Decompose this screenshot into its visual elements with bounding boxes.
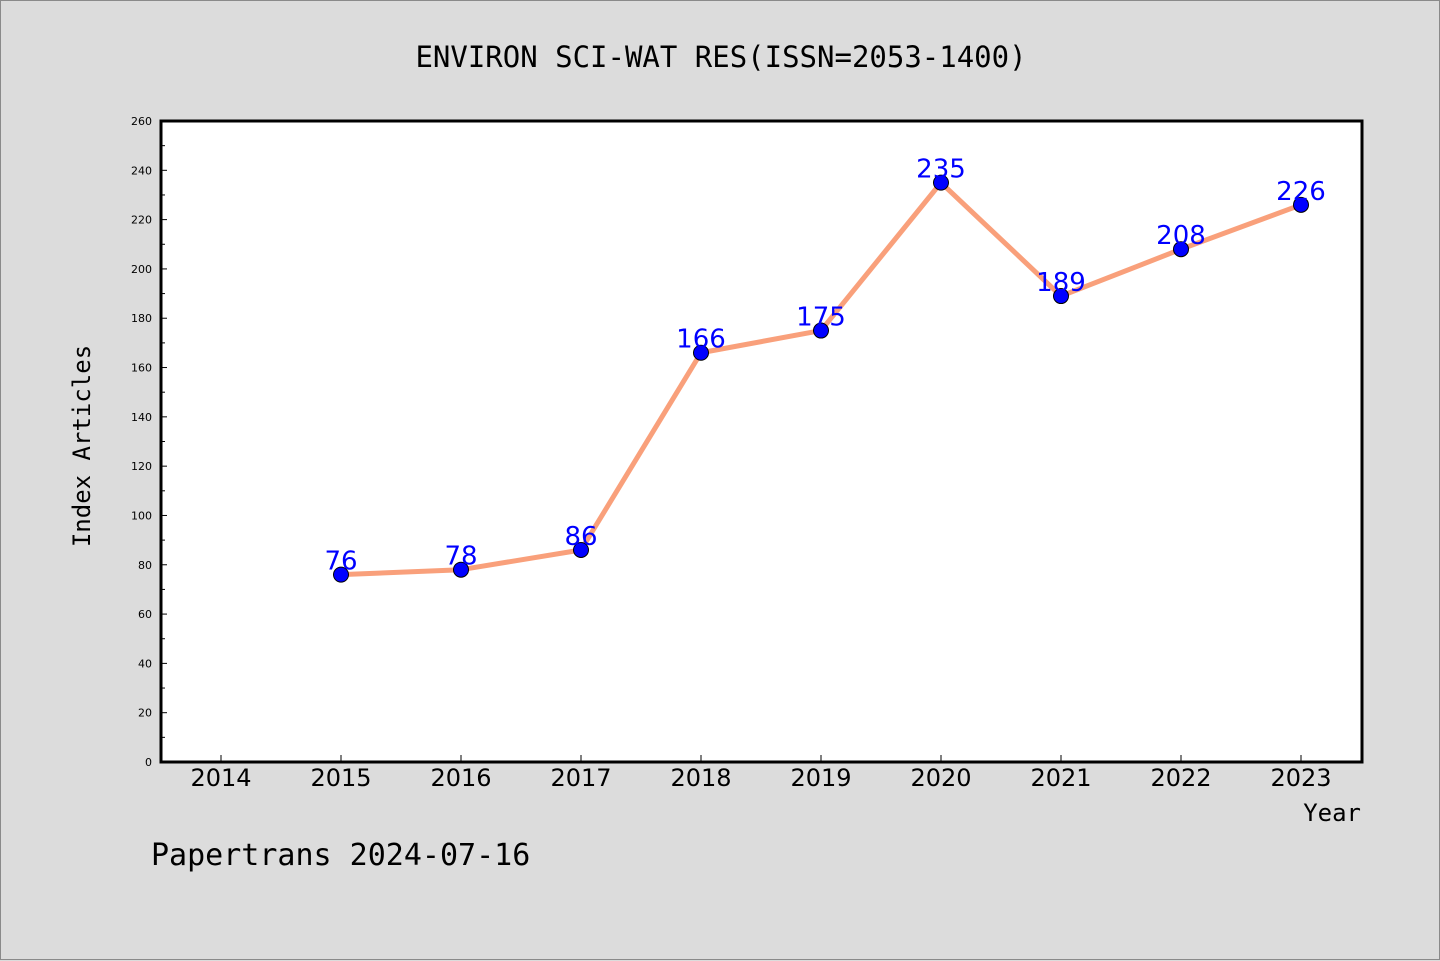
data-label: 226 [1276, 177, 1326, 207]
x-tick-label: 2018 [670, 764, 731, 792]
chart-title: ENVIRON SCI-WAT RES(ISSN=2053-1400) [415, 40, 1026, 74]
data-point [333, 566, 349, 583]
y-tick-label: 40 [138, 657, 152, 670]
data-point [813, 322, 829, 339]
y-tick-label: 160 [131, 362, 152, 375]
y-tick-label: 80 [138, 559, 152, 572]
data-point [1053, 288, 1069, 305]
y-tick-label: 240 [131, 164, 152, 177]
x-tick-label: 2023 [1270, 764, 1331, 792]
data-point [1293, 196, 1309, 213]
data-point [693, 344, 709, 361]
y-tick-label: 20 [138, 707, 152, 720]
y-tick-label: 180 [131, 312, 152, 325]
y-tick-label: 60 [138, 608, 152, 621]
y-tick-label: 220 [131, 214, 152, 227]
y-tick-label: 260 [131, 115, 152, 128]
y-tick-label: 0 [145, 756, 152, 769]
plot-area [161, 121, 1362, 762]
data-label: 189 [1036, 268, 1086, 298]
data-point [1173, 241, 1189, 258]
x-axis-label: Year [1303, 799, 1361, 827]
y-tick-label: 200 [131, 263, 152, 276]
data-point [453, 561, 469, 578]
data-point [573, 541, 589, 558]
x-tick-label: 2014 [190, 764, 251, 792]
x-tick-label: 2016 [430, 764, 491, 792]
data-label: 235 [916, 155, 966, 185]
data-labels: 76 78 86 166 175 235 189 208 226 [324, 155, 1325, 577]
y-axis-label: Index Articles [68, 345, 96, 547]
footer-text: Papertrans 2024-07-16 [151, 838, 530, 873]
data-label: 76 [324, 547, 357, 577]
data-label: 166 [676, 325, 726, 355]
y-tick-label: 100 [131, 509, 152, 522]
y-axis-ticks: 0 20 40 60 80 100 120 140 160 180 200 220 240 260 [131, 115, 167, 769]
data-label: 175 [796, 303, 846, 333]
data-label: 78 [444, 542, 477, 572]
x-tick-label: 2021 [1030, 764, 1091, 792]
x-axis-ticks: 2014 2015 2016 2017 2018 2019 2020 2021 2022 2023 [190, 755, 1332, 792]
y-tick-label: 120 [131, 460, 152, 473]
data-label: 86 [564, 522, 597, 552]
y-tick-label: 140 [131, 411, 152, 424]
x-tick-label: 2019 [790, 764, 851, 792]
data-label: 208 [1156, 221, 1206, 251]
x-tick-label: 2017 [550, 764, 611, 792]
x-tick-label: 2022 [1150, 764, 1211, 792]
data-markers [333, 174, 1309, 583]
data-point [933, 174, 949, 191]
x-tick-label: 2015 [310, 764, 371, 792]
plot-border [159, 119, 1364, 764]
x-tick-label: 2020 [910, 764, 971, 792]
